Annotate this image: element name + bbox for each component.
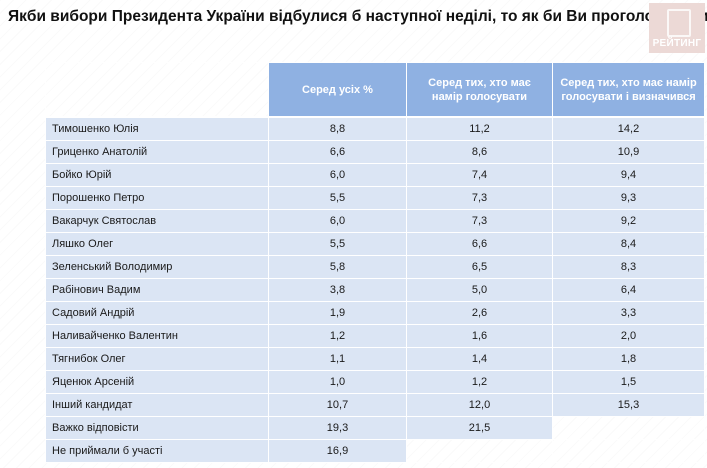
- row-label: Інший кандидат: [45, 393, 269, 417]
- table-row: Бойко Юрій 6,0 7,4 9,4: [45, 163, 705, 187]
- row-label: Важко відповісти: [45, 416, 269, 440]
- table-row: Гриценко Анатолій 6,6 8,6 10,9: [45, 140, 705, 164]
- table-row: Наливайченко Валентин 1,2 1,6 2,0: [45, 324, 705, 348]
- table-row: Порошенко Петро 5,5 7,3 9,3: [45, 186, 705, 210]
- value-cell: 8,4: [552, 232, 705, 256]
- value-cell: 6,5: [406, 255, 553, 279]
- row-label: Гриценко Анатолій: [45, 140, 269, 164]
- value-cell: 6,0: [268, 163, 407, 187]
- value-cell: 6,4: [552, 278, 705, 302]
- page-title: Якби вибори Президента України відбулися…: [8, 8, 707, 25]
- value-cell: 12,0: [406, 393, 553, 417]
- row-label: Рабінович Вадим: [45, 278, 269, 302]
- table-row: Вакарчук Святослав 6,0 7,3 9,2: [45, 209, 705, 233]
- column-header-intend-decided: Серед тих, хто має намір голосувати і ви…: [552, 62, 705, 118]
- row-label: Садовий Андрій: [45, 301, 269, 325]
- value-cell: 6,6: [406, 232, 553, 256]
- value-cell: 2,0: [552, 324, 705, 348]
- value-cell: 3,8: [268, 278, 407, 302]
- value-cell: 1,0: [268, 370, 407, 394]
- logo-mark-icon: [667, 9, 691, 37]
- empty-cell: [552, 416, 705, 440]
- empty-cell: [406, 439, 553, 463]
- table-row: Важко відповісти 19,3 21,5: [45, 416, 705, 440]
- value-cell: 1,5: [552, 370, 705, 394]
- table-row: Рабінович Вадим 3,8 5,0 6,4: [45, 278, 705, 302]
- row-label: Порошенко Петро: [45, 186, 269, 210]
- row-label: Тимошенко Юлія: [45, 116, 269, 141]
- table-row: Зеленський Володимир 5,8 6,5 8,3: [45, 255, 705, 279]
- value-cell: 21,5: [406, 416, 553, 440]
- column-header-intend: Серед тих, хто має намір голосувати: [406, 62, 553, 118]
- row-label: Не приймали б участі: [45, 439, 269, 463]
- row-label: Тягнибок Олег: [45, 347, 269, 371]
- value-cell: 9,3: [552, 186, 705, 210]
- value-cell: 5,5: [268, 186, 407, 210]
- value-cell: 1,1: [268, 347, 407, 371]
- empty-cell: [552, 439, 705, 463]
- results-table: Серед усіх % Серед тих, хто має намір го…: [45, 62, 705, 463]
- rating-logo: РЕЙТИНГ: [649, 3, 705, 53]
- table-header-row: Серед усіх % Серед тих, хто має намір го…: [45, 62, 705, 118]
- table-row: Інший кандидат 10,7 12,0 15,3: [45, 393, 705, 417]
- value-cell: 1,2: [406, 370, 553, 394]
- value-cell: 1,4: [406, 347, 553, 371]
- value-cell: 7,3: [406, 186, 553, 210]
- value-cell: 15,3: [552, 393, 705, 417]
- table-row: Яценюк Арсеній 1,0 1,2 1,5: [45, 370, 705, 394]
- column-header-all: Серед усіх %: [268, 62, 407, 118]
- value-cell: 3,3: [552, 301, 705, 325]
- row-label: Яценюк Арсеній: [45, 370, 269, 394]
- value-cell: 1,8: [552, 347, 705, 371]
- row-label: Ляшко Олег: [45, 232, 269, 256]
- row-label: Вакарчук Святослав: [45, 209, 269, 233]
- results-table-container: Серед усіх % Серед тих, хто має намір го…: [45, 62, 705, 463]
- value-cell: 6,6: [268, 140, 407, 164]
- value-cell: 9,2: [552, 209, 705, 233]
- row-label: Наливайченко Валентин: [45, 324, 269, 348]
- value-cell: 8,8: [268, 116, 407, 141]
- table-row: Тимошенко Юлія 8,8 11,2 14,2: [45, 116, 705, 141]
- row-label: Зеленський Володимир: [45, 255, 269, 279]
- row-label: Бойко Юрій: [45, 163, 269, 187]
- value-cell: 6,0: [268, 209, 407, 233]
- table-row: Садовий Андрій 1,9 2,6 3,3: [45, 301, 705, 325]
- table-row: Ляшко Олег 5,5 6,6 8,4: [45, 232, 705, 256]
- table-row: Не приймали б участі 16,9: [45, 439, 705, 463]
- value-cell: 7,4: [406, 163, 553, 187]
- logo-text: РЕЙТИНГ: [652, 38, 702, 49]
- value-cell: 8,6: [406, 140, 553, 164]
- value-cell: 7,3: [406, 209, 553, 233]
- value-cell: 11,2: [406, 116, 553, 141]
- value-cell: 10,7: [268, 393, 407, 417]
- value-cell: 1,2: [268, 324, 407, 348]
- value-cell: 5,8: [268, 255, 407, 279]
- value-cell: 9,4: [552, 163, 705, 187]
- value-cell: 14,2: [552, 116, 705, 141]
- value-cell: 16,9: [268, 439, 407, 463]
- table-body: Тимошенко Юлія 8,8 11,2 14,2 Гриценко Анатол…: [45, 116, 705, 463]
- header-corner: [45, 62, 269, 118]
- value-cell: 5,5: [268, 232, 407, 256]
- value-cell: 1,9: [268, 301, 407, 325]
- value-cell: 19,3: [268, 416, 407, 440]
- value-cell: 10,9: [552, 140, 705, 164]
- table-row: Тягнибок Олег 1,1 1,4 1,8: [45, 347, 705, 371]
- value-cell: 2,6: [406, 301, 553, 325]
- value-cell: 1,6: [406, 324, 553, 348]
- value-cell: 5,0: [406, 278, 553, 302]
- value-cell: 8,3: [552, 255, 705, 279]
